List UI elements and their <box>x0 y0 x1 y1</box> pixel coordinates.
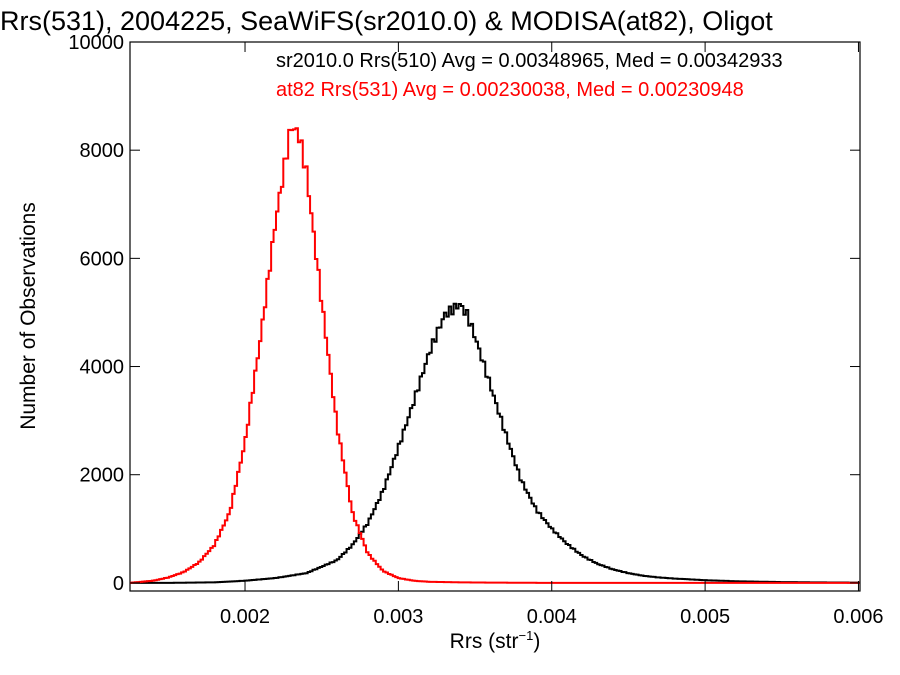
series-line-sr2010 <box>130 302 860 584</box>
x-tick-label: 0.006 <box>833 606 883 628</box>
x-axis-label-base: Rrs (str <box>450 630 519 653</box>
y-tick-label: 6000 <box>80 248 125 270</box>
plot-frame <box>129 41 861 592</box>
chart-title: Rrs(531), 2004225, SeaWiFS(sr2010.0) & M… <box>0 6 773 36</box>
series-line-at82 <box>130 127 860 584</box>
series-layer <box>130 127 860 584</box>
x-axis-label-sup: −1 <box>519 628 534 643</box>
legend-entry-red: at82 Rrs(531) Avg = 0.00230038, Med = 0.… <box>276 79 744 101</box>
y-tick-label: 4000 <box>80 357 125 379</box>
x-axis-label: Rrs (str−1) <box>450 628 541 653</box>
x-tick-label: 0.005 <box>680 606 730 628</box>
x-tick-label: 0.004 <box>527 606 577 628</box>
y-tick-label: 0 <box>113 573 124 595</box>
x-tick-label: 0.002 <box>220 606 270 628</box>
legend-entry-black: sr2010.0 Rrs(510) Avg = 0.00348965, Med … <box>276 50 783 72</box>
y-tick-label: 8000 <box>80 140 125 162</box>
x-tick-label: 0.003 <box>373 606 423 628</box>
ticks-layer: 0.002 0.003 0.004 0.005 0.006 0 2000 4000 6000 80… <box>68 32 883 628</box>
x-axis-label-end: ) <box>533 630 540 653</box>
y-axis-label: Number of Observations <box>17 202 40 430</box>
y-tick-label: 10000 <box>68 32 124 54</box>
y-tick-label: 2000 <box>80 465 125 487</box>
